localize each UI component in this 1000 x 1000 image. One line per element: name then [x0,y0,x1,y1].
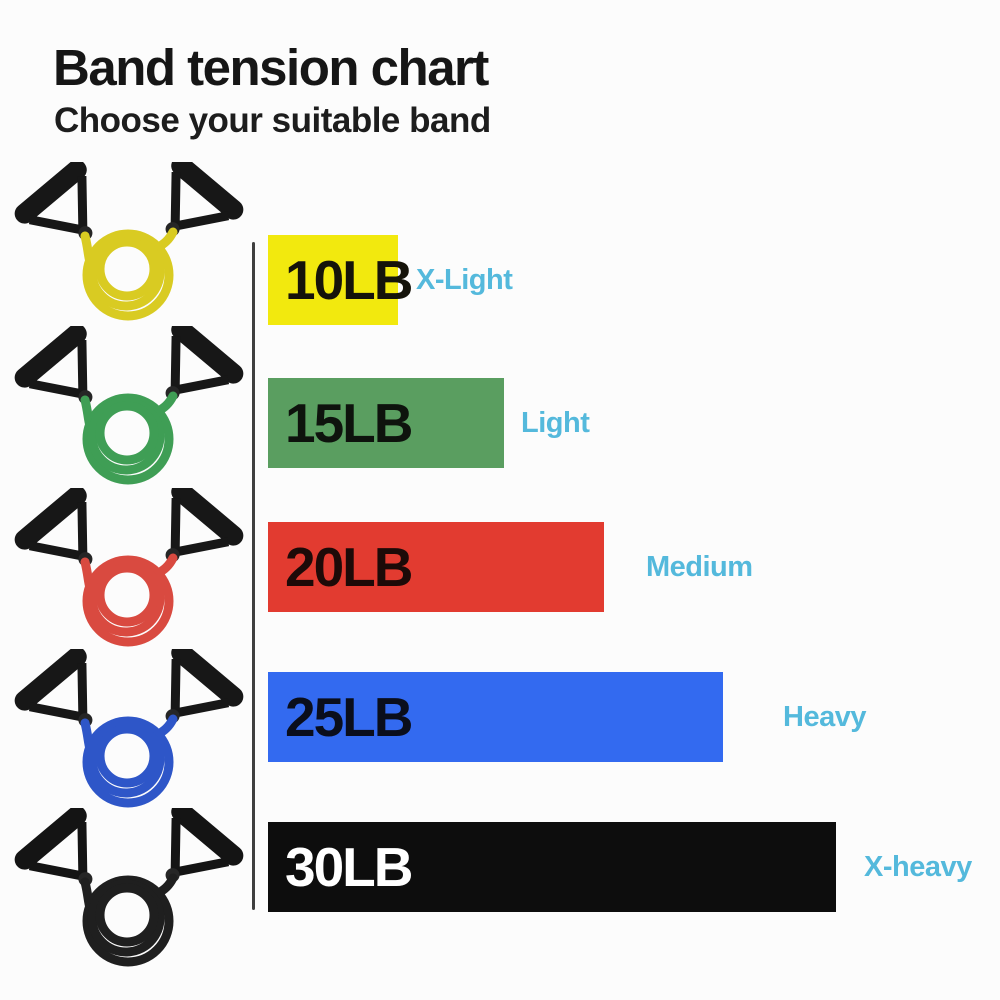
tension-bar: 15LB [268,378,504,468]
red-resistance-band-photo [14,488,244,647]
yellow-resistance-band-photo [14,162,244,321]
green-resistance-band-photo [14,326,244,485]
bar-level-label: X-heavy [864,850,972,883]
tension-bar-row-15lb: 15LB Light [268,378,590,468]
bar-weight-label: 25LB [285,685,413,748]
page-subtitle: Choose your suitable band [54,101,491,141]
divider-line [252,242,255,910]
bar-level-label: X-Light [416,263,513,296]
header: Band tension chart Choose your suitable … [53,39,491,141]
bar-weight-label: 30LB [285,835,413,898]
bar-weight-label: 10LB [285,248,413,311]
bar-level-label: Light [521,406,590,439]
bar-level-label: Medium [646,550,753,583]
black-resistance-band-photo [14,808,244,967]
tension-bars-column: 10LB X-Light 15LB Light 20LB Medium 25LB… [268,0,1000,1000]
tension-bar: 25LB [268,672,723,762]
tension-bar: 10LB [268,235,413,325]
tension-bar: 20LB [268,522,604,612]
band-tube-icon [80,714,178,808]
band-photos-column [0,0,255,1000]
band-tube-icon [80,227,178,321]
bar-weight-label: 15LB [285,391,413,454]
bar-level-label: Heavy [783,700,866,733]
tension-bar-row-10lb: 10LB X-Light [268,235,513,325]
tension-bar: 30LB [268,822,836,912]
tension-bar-row-30lb: 30LB X-heavy [268,822,972,912]
band-tube-icon [80,553,178,647]
tension-bar-row-20lb: 20LB Medium [268,522,753,612]
page-title: Band tension chart [53,39,489,96]
band-tube-icon [80,391,178,485]
bar-weight-label: 20LB [285,535,413,598]
blue-resistance-band-photo [14,649,244,808]
band-tube-icon [80,873,178,967]
tension-bar-row-25lb: 25LB Heavy [268,672,866,762]
